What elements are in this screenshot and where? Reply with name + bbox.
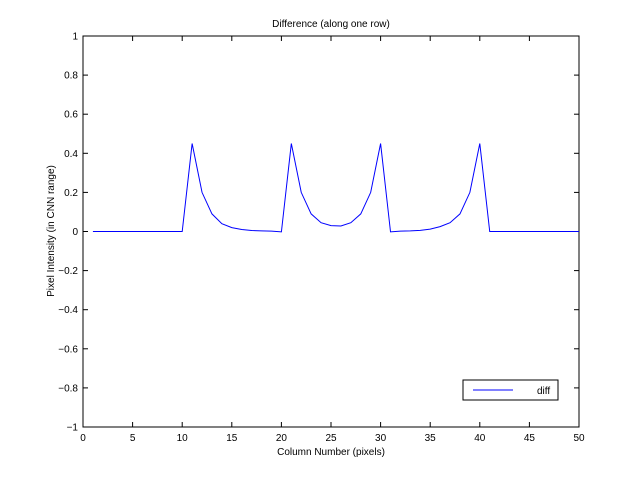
x-tick-label: 25 [325, 433, 337, 444]
x-tick-label: 35 [425, 433, 437, 444]
x-tick-label: 5 [130, 433, 136, 444]
y-tick-label: 0 [72, 227, 78, 238]
x-tick-label: 30 [375, 433, 387, 444]
y-tick-label: 0.2 [64, 188, 78, 199]
y-axis: −1 −0.8 −0.6 −0.4 −0.2 0 0.2 0.4 0.6 0.8 1 [58, 32, 579, 434]
legend-label-diff: diff [537, 386, 550, 397]
y-tick-label: 1 [72, 32, 78, 43]
y-tick-label: 0.4 [64, 149, 78, 160]
x-axis-title: Column Number (pixels) [277, 447, 385, 458]
y-tick-label: −0.8 [58, 383, 78, 394]
y-tick-label: 0.6 [64, 110, 78, 121]
series-line-diff [92, 143, 579, 233]
x-tick-label: 10 [177, 433, 189, 444]
x-tick-label: 40 [474, 433, 486, 444]
series-layer [92, 143, 579, 233]
x-tick-label: 50 [573, 433, 585, 444]
y-tick-label: −1 [67, 423, 79, 434]
y-tick-label: −0.6 [58, 344, 78, 355]
plot-area: 0 5 10 15 20 25 30 35 40 45 50 −1−0.8−0.6−0.4−0.20… [58, 32, 585, 445]
x-axis: 0 5 10 15 20 25 30 35 40 45 50 [80, 36, 585, 444]
legend: diff [462, 379, 559, 401]
y-tick-label: 0.8 [64, 71, 78, 82]
chart-title: Difference (along one row) [272, 19, 390, 30]
x-tick-label: 0 [80, 433, 86, 444]
y-axis-title: Pixel Intensity (in CNN range) [46, 165, 57, 297]
x-tick-label: 15 [226, 433, 238, 444]
x-tick-label: 45 [524, 433, 536, 444]
x-tick-label: 20 [276, 433, 288, 444]
y-tick-label: −0.4 [58, 305, 78, 316]
y-tick-label: −0.2 [58, 266, 78, 277]
